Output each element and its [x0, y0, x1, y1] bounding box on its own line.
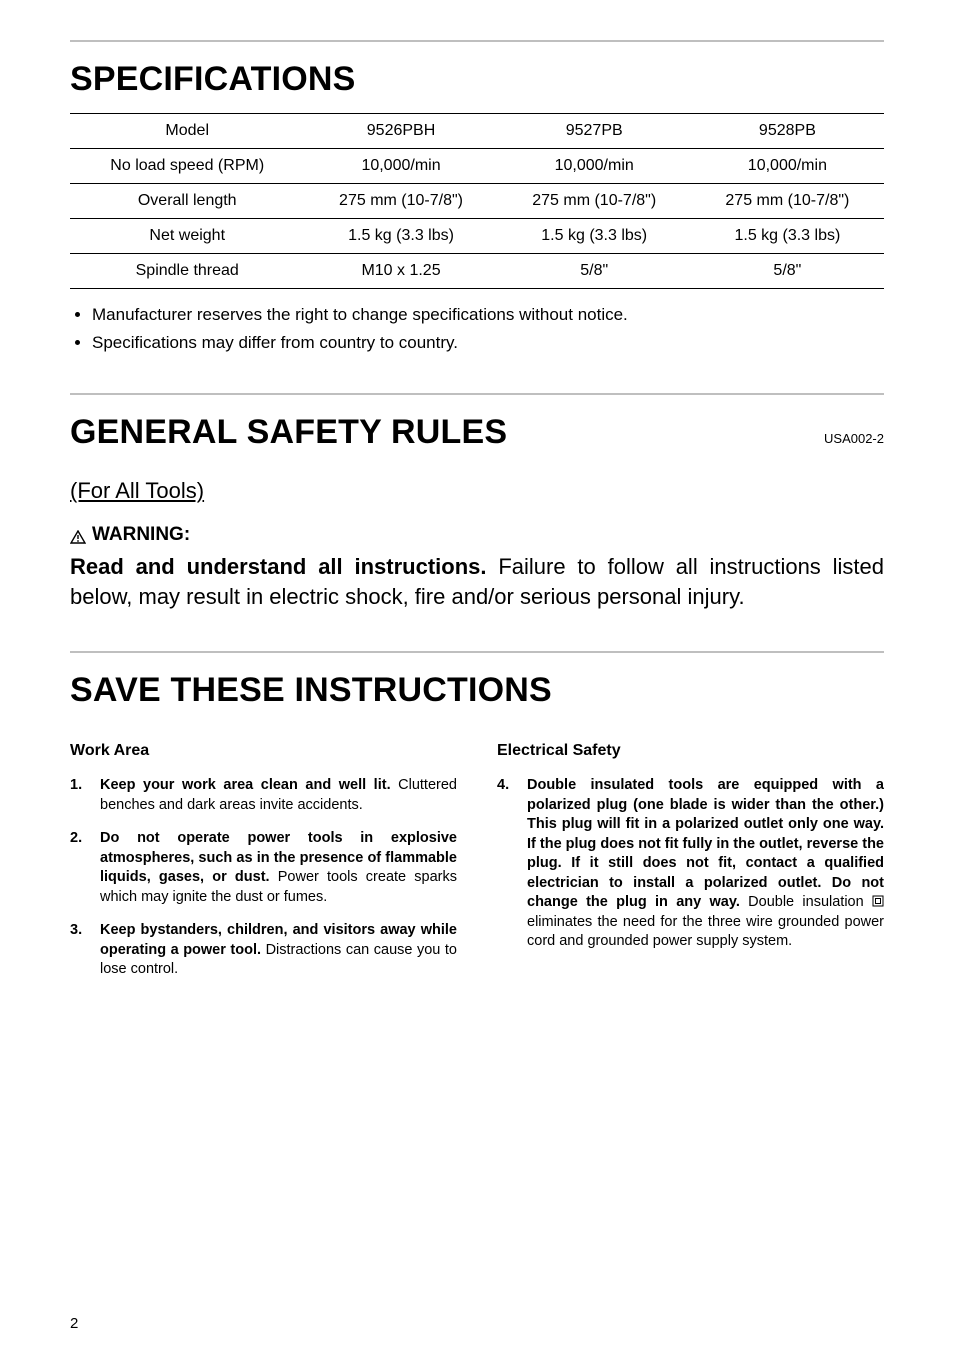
table-cell: 1.5 kg (3.3 lbs)	[691, 219, 884, 254]
table-cell: 9528PB	[691, 114, 884, 149]
list-item: Specifications may differ from country t…	[92, 333, 884, 353]
table-cell: 10,000/min	[691, 149, 884, 184]
item-number: 1.	[70, 776, 82, 796]
warning-label: WARNING:	[92, 524, 190, 546]
electrical-heading: Electrical Safety	[497, 740, 884, 762]
table-cell: 1.5 kg (3.3 lbs)	[498, 219, 691, 254]
item-number: 2.	[70, 829, 82, 849]
specifications-title: SPECIFICATIONS	[70, 60, 884, 99]
table-cell: 9526PBH	[304, 114, 497, 149]
table-cell: 275 mm (10-7/8")	[498, 184, 691, 219]
table-row: Overall length 275 mm (10-7/8") 275 mm (…	[70, 184, 884, 219]
item-rest-b: eliminates the need for the three wire g…	[527, 914, 884, 950]
right-column: Electrical Safety 4. Double insulated to…	[497, 724, 884, 994]
table-cell: 10,000/min	[498, 149, 691, 184]
safety-title: GENERAL SAFETY RULES	[70, 413, 507, 452]
table-cell: M10 x 1.25	[304, 254, 497, 289]
section-divider	[70, 40, 884, 42]
double-insulation-icon	[872, 894, 884, 906]
work-area-heading: Work Area	[70, 740, 457, 762]
document-page: SPECIFICATIONS Model 9526PBH 9527PB 9528…	[0, 0, 954, 1352]
list-item: 2. Do not operate power tools in explosi…	[70, 829, 457, 907]
table-cell: 9527PB	[498, 114, 691, 149]
table-cell: 5/8"	[498, 254, 691, 289]
table-cell: 5/8"	[691, 254, 884, 289]
table-cell: Net weight	[70, 219, 304, 254]
table-cell: Overall length	[70, 184, 304, 219]
specifications-table: Model 9526PBH 9527PB 9528PB No load spee…	[70, 113, 884, 289]
table-row: Spindle thread M10 x 1.25 5/8" 5/8"	[70, 254, 884, 289]
list-item: 1. Keep your work area clean and well li…	[70, 776, 457, 815]
safety-code: USA002-2	[824, 431, 884, 446]
warning-triangle-icon	[70, 528, 86, 542]
electrical-list: 4. Double insulated tools are equipped w…	[497, 776, 884, 952]
list-item: 4. Double insulated tools are equipped w…	[497, 776, 884, 952]
safety-title-row: GENERAL SAFETY RULES USA002-2	[70, 395, 884, 466]
table-row: No load speed (RPM) 10,000/min 10,000/mi…	[70, 149, 884, 184]
table-cell: 1.5 kg (3.3 lbs)	[304, 219, 497, 254]
table-cell: 275 mm (10-7/8")	[691, 184, 884, 219]
page-number: 2	[70, 1315, 78, 1332]
item-bold: Double insulated tools are equipped with…	[527, 777, 884, 910]
save-title: SAVE THESE INSTRUCTIONS	[70, 671, 884, 710]
left-column: Work Area 1. Keep your work area clean a…	[70, 724, 457, 994]
table-cell: No load speed (RPM)	[70, 149, 304, 184]
warning-lead: Read and understand all instructions.	[70, 554, 487, 579]
item-number: 3.	[70, 921, 82, 941]
table-cell: Spindle thread	[70, 254, 304, 289]
warning-paragraph: Read and understand all instructions. Fa…	[70, 552, 884, 611]
list-item: 3. Keep bystanders, children, and visito…	[70, 921, 457, 980]
two-column-area: Work Area 1. Keep your work area clean a…	[70, 724, 884, 994]
item-number: 4.	[497, 776, 509, 796]
table-row: Model 9526PBH 9527PB 9528PB	[70, 114, 884, 149]
table-cell: 10,000/min	[304, 149, 497, 184]
work-area-list: 1. Keep your work area clean and well li…	[70, 776, 457, 980]
safety-subheading: (For All Tools)	[70, 478, 204, 504]
table-row: Net weight 1.5 kg (3.3 lbs) 1.5 kg (3.3 …	[70, 219, 884, 254]
warning-label-row: WARNING:	[70, 524, 884, 546]
specifications-notes: Manufacturer reserves the right to chang…	[70, 305, 884, 353]
item-rest-a: Double insulation	[740, 894, 872, 910]
item-bold: Keep your work area clean and well lit.	[100, 777, 391, 793]
table-cell: Model	[70, 114, 304, 149]
table-cell: 275 mm (10-7/8")	[304, 184, 497, 219]
list-item: Manufacturer reserves the right to chang…	[92, 305, 884, 325]
section-divider	[70, 651, 884, 653]
